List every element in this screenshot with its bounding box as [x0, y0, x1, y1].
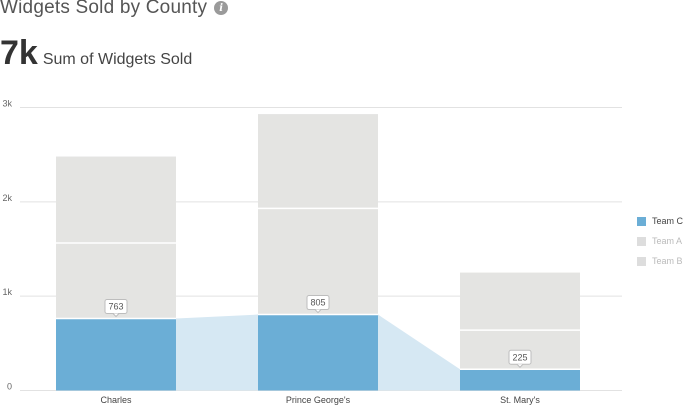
x-category-label: Charles	[100, 395, 132, 405]
legend-item[interactable]: Team A	[637, 231, 683, 251]
bar-segment-team-b	[56, 156, 176, 244]
legend-swatch	[637, 256, 646, 266]
data-label-pointer	[516, 363, 524, 368]
chart-header: Widgets Sold by County i	[0, 0, 229, 21]
legend-swatch	[637, 236, 646, 246]
data-label: 763	[104, 299, 128, 318]
bar-segment-team-b	[460, 272, 580, 331]
data-label: 225	[508, 349, 532, 368]
bar-segment-team-c	[56, 318, 176, 391]
legend-item[interactable]: Team B	[637, 251, 683, 271]
bar-segment-team-c	[258, 314, 378, 391]
legend-swatch	[637, 216, 646, 226]
data-label-text: 805	[310, 298, 325, 308]
data-label: 805	[306, 295, 330, 314]
y-tick-label: 2k	[2, 193, 12, 203]
y-tick-label: 3k	[2, 99, 12, 109]
kpi-value: 7k	[0, 34, 38, 72]
data-label-pointer	[112, 313, 120, 318]
data-label-pointer	[314, 309, 322, 314]
legend-item[interactable]: Team C	[637, 211, 683, 231]
legend-label: Team C	[652, 216, 684, 226]
bar-segment-team-b	[258, 114, 378, 209]
legend: Team C Team A Team B	[637, 211, 683, 271]
legend-label: Team A	[652, 236, 683, 246]
legend-label: Team B	[652, 256, 683, 266]
kpi-summary: 7k Sum of Widgets Sold	[0, 34, 192, 73]
x-category-label: St. Mary's	[500, 395, 540, 405]
chart-title: Widgets Sold by County	[0, 0, 208, 18]
data-label-text: 225	[512, 352, 527, 362]
stacked-bar-chart: 0 1k 2k 3k 763 805 225 Charles Prince George's St…	[2, 99, 622, 405]
kpi-label: Sum of Widgets Sold	[42, 51, 193, 68]
y-tick-label: 1k	[2, 287, 12, 297]
x-category-label: Prince George's	[286, 395, 351, 405]
y-tick-label: 0	[7, 382, 12, 392]
bar-segment-team-c	[460, 369, 580, 391]
data-label-text: 763	[108, 302, 123, 312]
info-icon[interactable]: i	[214, 1, 229, 15]
